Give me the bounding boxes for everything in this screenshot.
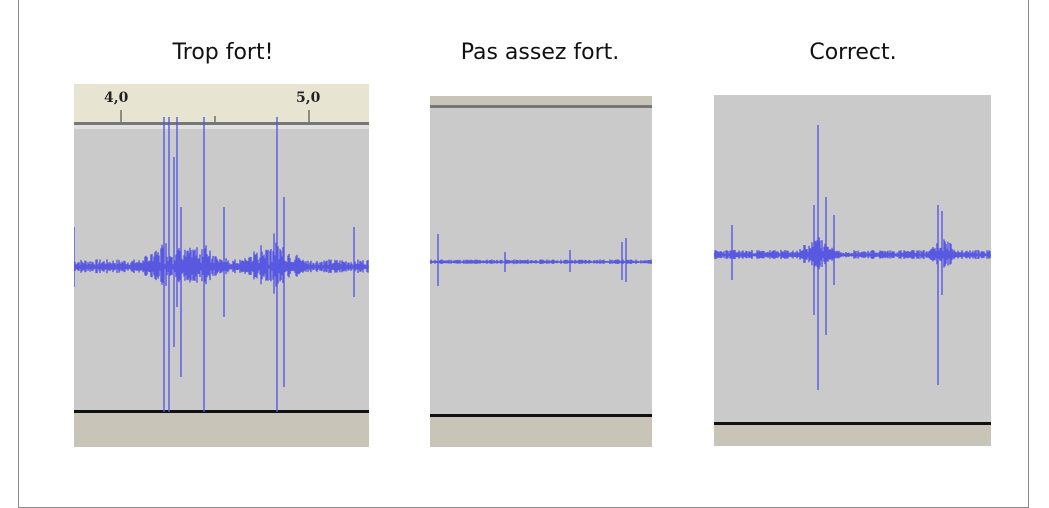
track-bottom-bar (74, 413, 369, 447)
ruler-label-5: 5,0 (296, 90, 321, 106)
caption-correct: Correct. (809, 40, 897, 65)
caption-too-quiet: Pas assez fort. (460, 40, 620, 65)
track-bottom-line (74, 410, 369, 413)
ruler-label-4: 4,0 (104, 90, 129, 106)
waveform-panel-too-loud: 4,0 5,0 (74, 84, 369, 447)
waveform-trace (714, 125, 991, 390)
waveform-correct (714, 125, 991, 446)
waveform-trace (74, 117, 369, 412)
ruler-divider (74, 122, 369, 125)
track-top-bar (430, 96, 652, 105)
waveform-panel-correct (714, 95, 991, 446)
track-bottom-line (714, 422, 991, 425)
track-highlight (74, 125, 369, 129)
caption-too-loud: Trop fort! (172, 40, 274, 65)
waveform-too-loud: 4,0 5,0 (74, 84, 369, 447)
waveform-too-quiet (430, 96, 652, 447)
track-bottom-bar (430, 417, 652, 447)
track-top-line (430, 105, 652, 108)
time-ruler (74, 84, 369, 122)
waveform-trace (430, 234, 652, 286)
track-bottom-line (430, 414, 652, 417)
waveform-panel-too-quiet (430, 96, 652, 447)
track-bottom-bar (714, 425, 991, 446)
